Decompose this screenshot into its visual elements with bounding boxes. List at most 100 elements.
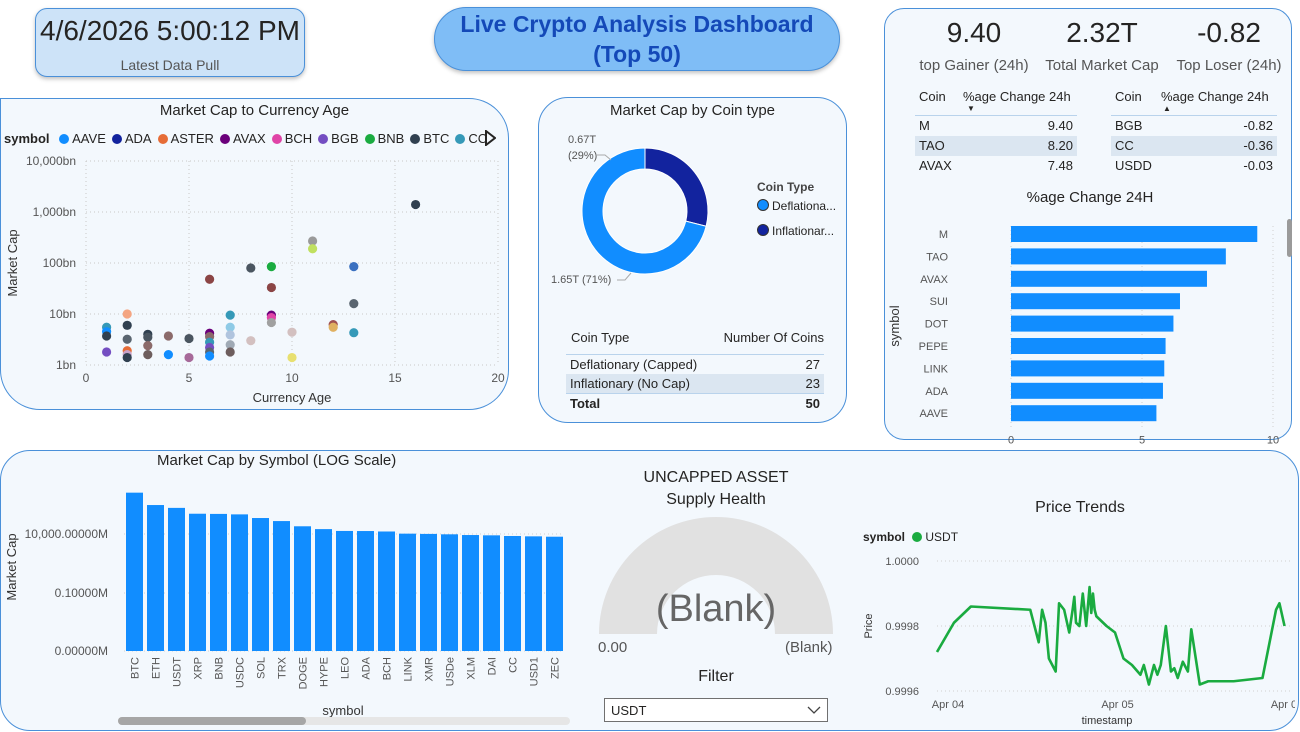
scatter-point[interactable] <box>349 328 359 338</box>
x-tick-label: BCH <box>382 657 394 680</box>
scatter-point[interactable] <box>287 352 297 363</box>
bar[interactable] <box>273 521 290 651</box>
bar[interactable] <box>357 531 374 651</box>
price-legend-item[interactable]: USDT <box>925 530 959 544</box>
bar[interactable] <box>483 535 500 651</box>
legend-item[interactable]: ASTER <box>170 131 214 146</box>
scatter-point[interactable] <box>349 261 359 272</box>
x-tick-label: ADA <box>361 656 373 679</box>
scatter-point[interactable] <box>184 352 194 363</box>
scrollbar[interactable] <box>1287 219 1292 257</box>
bar[interactable] <box>1011 226 1258 242</box>
scatter-point[interactable] <box>205 351 215 361</box>
scatter-point[interactable] <box>163 331 173 341</box>
scatter-point[interactable] <box>163 349 173 360</box>
bar[interactable] <box>504 535 521 651</box>
scatter-point[interactable] <box>266 317 276 328</box>
bar[interactable] <box>1011 338 1166 354</box>
scatter-point[interactable] <box>143 349 153 360</box>
bar[interactable] <box>378 531 395 651</box>
legend-item[interactable]: AAVE <box>72 131 106 146</box>
filter-dropdown[interactable]: USDT <box>604 698 828 722</box>
scatter-point[interactable] <box>411 199 421 210</box>
losers-change-header[interactable]: %age Change 24h <box>1161 89 1269 104</box>
bar[interactable] <box>147 505 164 651</box>
scatter-point[interactable] <box>225 347 235 357</box>
legend-item[interactable]: CC <box>468 131 488 146</box>
scatter-point[interactable] <box>308 236 318 246</box>
bar[interactable] <box>168 507 185 651</box>
scatter-point[interactable] <box>349 298 359 309</box>
scatter-point[interactable] <box>102 347 112 357</box>
filter-label: Filter <box>698 668 734 685</box>
scatter-point[interactable] <box>225 310 235 320</box>
y-tick-label: 1,000bn <box>33 205 76 219</box>
legend-next-icon[interactable] <box>484 130 496 146</box>
scatter-point[interactable] <box>225 322 235 332</box>
bar[interactable] <box>1011 270 1207 287</box>
bar[interactable] <box>189 513 206 651</box>
gainers-change-header[interactable]: %age Change 24h <box>963 89 1071 104</box>
scatter-point[interactable] <box>225 340 235 350</box>
scatter-point[interactable] <box>266 261 276 272</box>
bar[interactable] <box>399 533 416 651</box>
horizontal-scrollbar[interactable] <box>118 717 570 725</box>
bar[interactable] <box>294 526 311 651</box>
scatter-point[interactable] <box>122 334 132 344</box>
donut-chart: 0.67T (29%) 1.65T (71%) <box>551 134 709 286</box>
legend-item[interactable]: BCH <box>284 131 313 146</box>
scatter-point[interactable] <box>122 309 132 319</box>
price-trend-chart: 0.9996 0.9998 1.0000 Apr 04 Apr 05 Apr 06 time… <box>863 556 1295 727</box>
scatter-point[interactable] <box>225 330 235 340</box>
bar[interactable] <box>525 536 542 651</box>
bar[interactable] <box>1011 405 1157 422</box>
number-of-coins-col-header[interactable]: Number Of Coins <box>723 330 824 345</box>
scatter-point[interactable] <box>184 333 194 344</box>
legend-item[interactable]: BNB <box>377 131 405 146</box>
scatter-point[interactable] <box>205 274 215 284</box>
gainers-coin-header[interactable]: Coin <box>919 89 946 104</box>
bar[interactable] <box>315 529 332 651</box>
bar[interactable] <box>1011 248 1226 265</box>
x-tick-label: 20 <box>491 371 505 385</box>
legend-item-inflationary[interactable]: Inflationar... <box>757 224 836 238</box>
scatter-point[interactable] <box>287 327 297 337</box>
losers-coin-header[interactable]: Coin <box>1115 89 1142 104</box>
y-axis-title: Market Cap <box>4 533 19 600</box>
coin-type-col-header[interactable]: Coin Type <box>571 330 630 345</box>
scatter-point[interactable] <box>246 263 256 273</box>
legend-item[interactable]: AVAX <box>232 131 266 146</box>
scatter-point[interactable] <box>246 336 256 346</box>
legend-item-deflationary[interactable]: Deflationa... <box>757 199 836 213</box>
bar[interactable] <box>1011 382 1163 399</box>
donut-slice[interactable] <box>581 147 707 275</box>
bar[interactable] <box>210 513 227 651</box>
price-line[interactable] <box>935 585 1286 686</box>
scrollbar-thumb[interactable] <box>118 717 306 725</box>
bar[interactable] <box>1011 360 1165 377</box>
bar[interactable] <box>462 535 479 651</box>
scatter-point[interactable] <box>308 244 318 254</box>
bar[interactable] <box>1011 293 1180 310</box>
scatter-point[interactable] <box>143 332 153 342</box>
legend-item[interactable]: BGB <box>331 131 359 146</box>
gauge-value: (Blank) <box>655 588 777 630</box>
bar[interactable] <box>441 534 458 651</box>
scatter-point[interactable] <box>102 331 112 341</box>
donut-slice[interactable] <box>644 147 709 227</box>
legend-item[interactable]: BTC <box>423 131 450 146</box>
bar[interactable] <box>1011 315 1174 332</box>
bar[interactable] <box>546 536 563 651</box>
bar[interactable] <box>252 518 269 651</box>
scatter-point[interactable] <box>122 352 132 363</box>
bar[interactable] <box>420 533 437 651</box>
scatter-point[interactable] <box>143 341 153 351</box>
scatter-point[interactable] <box>122 320 132 330</box>
legend-item[interactable]: ADA <box>124 131 152 146</box>
bar[interactable] <box>126 492 143 651</box>
market-cap-symbol-bar-chart: 0.00000M 0.10000M 10,000.00000M BTC ETH USDT X… <box>4 492 564 718</box>
bar[interactable] <box>231 514 248 651</box>
scatter-point[interactable] <box>266 282 276 293</box>
scatter-point[interactable] <box>328 322 338 332</box>
bar[interactable] <box>336 530 353 651</box>
